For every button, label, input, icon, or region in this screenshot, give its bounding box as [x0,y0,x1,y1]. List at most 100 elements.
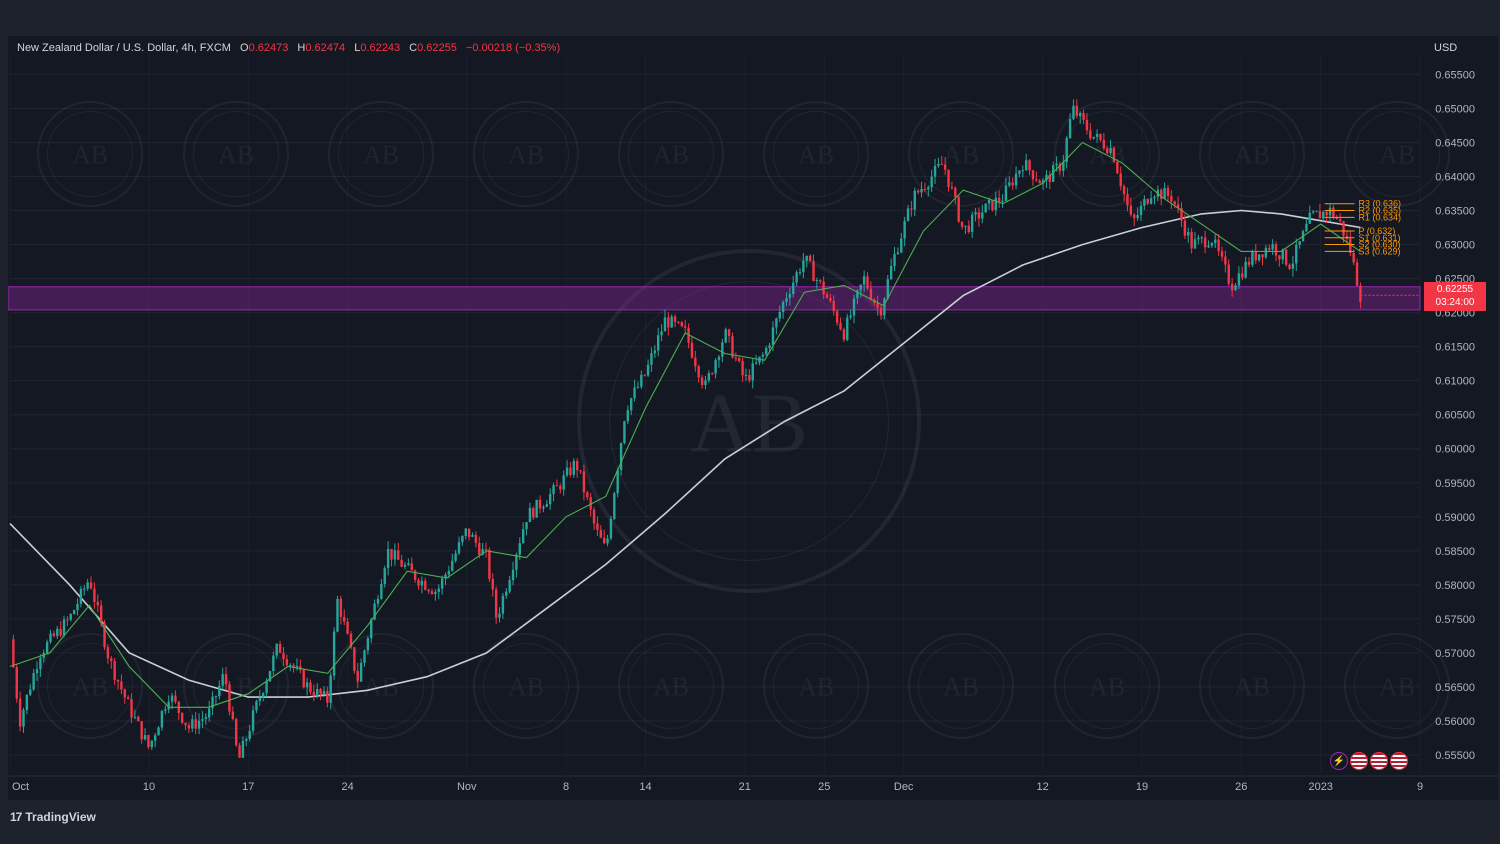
symbol-legend[interactable]: New Zealand Dollar / U.S. Dollar, 4h, FX… [17,42,560,54]
time-tick-label: 12 [1037,781,1049,793]
candle-body [596,523,599,530]
candle-body [484,549,488,551]
candle-body [538,499,542,509]
candle [275,643,278,659]
candle [602,529,606,545]
time-axis[interactable]: Oct 10 17 24 Nov 8 14 21 25 Dec 12 19 26 2023 9 [8,775,1498,793]
candle [515,552,518,578]
price-chart[interactable]: AB AB AB AB AB AB AB AB AB AB AB AB AB AB AB AB AB AB AB AB… [8,36,1498,800]
candle-body [268,670,272,682]
candle-body [22,710,25,727]
candle-body [704,380,707,386]
candle-body [643,374,646,376]
candle-body [765,348,768,355]
events-icons[interactable]: ⚡ [1330,752,1408,770]
candle [110,656,113,669]
candle [89,576,93,590]
candle-body [494,589,498,618]
candle [626,405,630,424]
candle-body [278,643,282,653]
tradingview-logo[interactable]: 17 TradingView [10,810,96,824]
candle [1234,283,1237,291]
currency-label[interactable]: USD [1434,42,1458,54]
candle [234,717,238,747]
candle-body [194,719,197,729]
candle [56,625,59,639]
candle [1227,259,1230,286]
price-tick-label: 0.56500 [1435,682,1475,694]
price-tick-label: 0.60000 [1435,444,1475,456]
candle-body [457,542,461,554]
candle-body [467,528,471,537]
candle [1038,178,1041,184]
price-tick-label: 0.58000 [1435,580,1475,592]
fast-moving-average [9,141,1361,708]
candle [765,345,768,356]
candle [802,252,805,279]
us-flag-icon[interactable] [1350,752,1368,770]
candle [616,467,619,498]
fast-ma-line [9,141,1361,708]
price-axis[interactable]: 0.65500 0.65000 0.64500 0.64000 0.63500 0.630… [1435,69,1475,762]
candle-body [700,377,704,386]
candle [346,618,349,635]
candle-body [633,387,636,399]
seal-monogram: AB [1379,140,1415,169]
candle [508,575,511,594]
candle-body [832,300,835,312]
candle [1116,159,1119,174]
candle-body [937,163,940,166]
symbol-title[interactable]: New Zealand Dollar / U.S. Dollar, 4h, FX… [17,42,231,54]
candle-body [889,266,893,280]
candle-body [417,580,420,586]
candle-body [1085,119,1089,131]
candle-body [1129,205,1133,215]
candle-body [383,568,386,585]
candle [25,694,29,715]
candle-body [1234,285,1237,291]
candle [889,258,893,280]
candle-body [964,225,967,227]
us-flag-icon[interactable] [1370,752,1388,770]
candle-body [525,522,528,530]
candle-body [1214,239,1217,243]
watermark-seal: AB [37,633,143,739]
candle-body [39,657,42,670]
candle-body [1264,247,1268,258]
us-flag-icon[interactable] [1390,752,1408,770]
candle-body [697,366,700,378]
candle [1092,136,1095,140]
open-value: 0.62473 [248,42,289,54]
seal-monogram: AB [798,140,834,169]
candle [717,354,721,368]
candle [940,155,943,165]
candle-body [1095,134,1099,137]
candle-body [150,740,153,748]
seal-ring [1208,642,1296,730]
candle-body [285,659,289,666]
candle-body [542,506,545,509]
chart-area[interactable]: AB AB AB AB AB AB AB AB AB AB AB AB AB AB AB AB AB AB AB AB… [8,36,1498,800]
candle-body [930,176,933,188]
candle-body [1011,182,1014,186]
bolt-icon[interactable]: ⚡ [1330,752,1348,770]
seal-monogram: AB [798,672,834,701]
candle-body [724,329,727,343]
candle-body [748,375,751,381]
candle-body [650,353,653,365]
candle [967,220,970,234]
candle-body [653,350,657,354]
candle-body [96,601,99,606]
candle-body [707,373,711,381]
candle-body [1328,207,1332,216]
candle-body [906,208,910,221]
candle [795,270,798,287]
candle-body [535,499,538,518]
seal-ring [183,101,289,207]
candle [552,482,555,502]
candle [913,187,916,217]
candle [903,216,906,247]
time-tick-label: 14 [639,781,651,793]
candle [454,549,457,563]
candle-body [900,238,903,253]
